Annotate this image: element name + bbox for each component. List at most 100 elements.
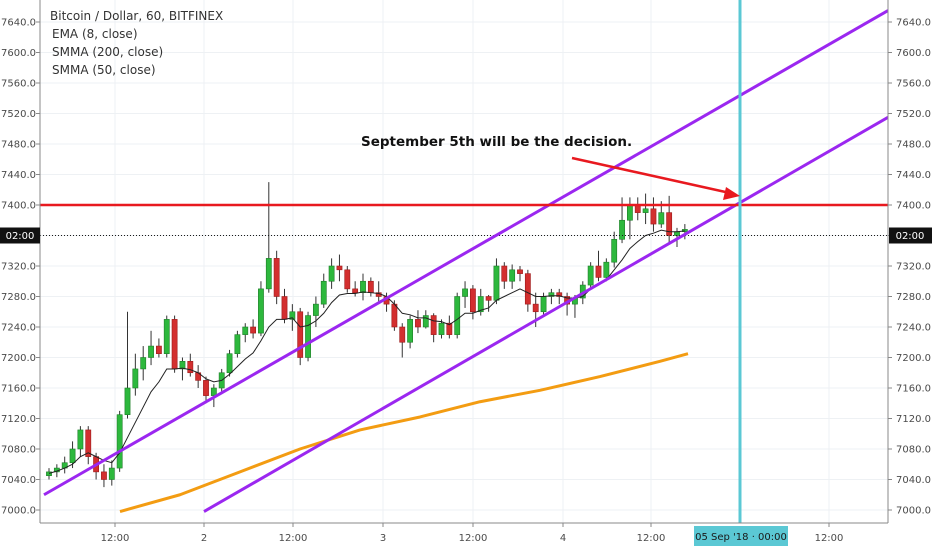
candle-down <box>336 265 343 271</box>
ema8-line <box>48 229 685 474</box>
y-tick-label-left: 7000.0 <box>1 506 36 517</box>
candle-up <box>438 322 445 335</box>
y-tick-label-left: 7280.0 <box>1 292 36 303</box>
indicator-smma-200[interactable]: SMMA (200, close) <box>52 45 163 59</box>
candle-up <box>454 296 461 335</box>
channel-lower-line <box>203 116 889 513</box>
y-tick-label-right: 7000.0 <box>896 506 931 517</box>
axis-tags: 02:00 02:00 05 Sep '18 · 00:00 <box>0 227 932 546</box>
smma200-line <box>119 352 689 513</box>
y-tick-label-right: 7280.0 <box>896 292 931 303</box>
y-tick-label-right: 7120.0 <box>896 414 931 425</box>
candle-down <box>650 208 657 225</box>
candle-up <box>320 280 327 305</box>
candle-up <box>140 357 147 370</box>
candle-up <box>124 387 131 415</box>
arrowhead-icon <box>723 187 740 200</box>
candle-down <box>203 380 209 396</box>
candle-up <box>234 334 241 354</box>
indicator-smma-50[interactable]: SMMA (50, close) <box>52 63 156 77</box>
candle-down <box>501 265 508 282</box>
candle-down <box>517 269 523 274</box>
candle-up <box>611 239 618 263</box>
candle-down <box>273 258 280 297</box>
annotation-arrow <box>571 156 731 195</box>
candle-up <box>312 303 319 316</box>
candle-up <box>210 387 217 396</box>
candle-up <box>626 204 633 221</box>
x-tick-label: 12:00 <box>459 533 488 544</box>
candle-up <box>265 258 272 290</box>
y-tick-label-left: 7600.0 <box>1 48 36 59</box>
y-tick-label-left: 7560.0 <box>1 79 36 90</box>
candle-up <box>77 429 84 450</box>
y-tick-label-right: 7160.0 <box>896 384 931 395</box>
candle-up <box>477 296 484 313</box>
y-tick-label-left: 7440.0 <box>1 170 36 181</box>
candle-up <box>132 368 139 389</box>
candle-up <box>407 319 413 343</box>
candle-up <box>108 467 115 480</box>
y-tick-label-right: 7520.0 <box>896 109 931 120</box>
candle-up <box>603 261 610 278</box>
candle-down <box>367 280 374 293</box>
candle-down <box>156 345 162 354</box>
candle-up <box>46 471 52 476</box>
indicator-ema[interactable]: EMA (8, close) <box>52 27 138 41</box>
candle-down <box>297 311 304 358</box>
candle-up <box>258 288 264 334</box>
candle-down <box>446 322 453 335</box>
candle-up <box>116 414 123 469</box>
candle-up <box>462 288 468 297</box>
candle-down <box>469 288 476 313</box>
x-tick-label: 12:00 <box>815 533 844 544</box>
y-tick-label-right: 7240.0 <box>896 323 931 334</box>
x-tick-label: 2 <box>201 533 207 544</box>
candle-down <box>524 273 531 305</box>
candle-up <box>226 353 233 374</box>
candle-down <box>250 326 256 334</box>
candle-down <box>430 315 437 335</box>
candle-up <box>422 315 429 328</box>
annotation-text: September 5th will be the decision. <box>361 134 632 150</box>
x-tick-label: 4 <box>560 533 566 544</box>
candle-up <box>509 269 516 282</box>
candle-up <box>289 311 296 320</box>
y-tick-label-left: 7240.0 <box>1 323 36 334</box>
y-tick-label-right: 7480.0 <box>896 140 931 151</box>
chart-header: Bitcoin / Dollar, 60, BITFINEX EMA (8, c… <box>50 9 223 77</box>
price-tag-right <box>889 227 932 244</box>
candle-up <box>540 296 547 313</box>
candle-up <box>360 280 366 293</box>
y-tick-label-right: 7600.0 <box>896 48 931 59</box>
candle-down <box>187 361 194 374</box>
y-tick-label-left: 7400.0 <box>1 201 36 212</box>
candle-up <box>69 448 76 464</box>
candle-down <box>415 319 421 328</box>
candle-up <box>179 361 186 370</box>
x-tick-label: 12:00 <box>279 533 308 544</box>
y-tick-label-left: 7320.0 <box>1 262 36 273</box>
candle-up <box>242 326 249 335</box>
y-tick-label-left: 7080.0 <box>1 445 36 456</box>
overlays <box>40 0 889 523</box>
candle-up <box>305 315 311 358</box>
candle-down <box>352 288 359 293</box>
y-tick-label-left: 7160.0 <box>1 384 36 395</box>
y-tick-label-left: 7520.0 <box>1 109 36 120</box>
candle-up <box>148 345 154 358</box>
candle-down <box>595 265 602 278</box>
x-tick-label: 12:00 <box>637 533 666 544</box>
price-tag-left <box>0 227 40 244</box>
chart-title: Bitcoin / Dollar, 60, BITFINEX <box>50 9 223 23</box>
y-tick-label-right: 7040.0 <box>896 475 931 486</box>
candle-up <box>328 265 335 282</box>
candle-down <box>344 269 351 290</box>
candle-up <box>642 208 649 213</box>
y-tick-label-left: 7200.0 <box>1 353 36 364</box>
y-tick-label-right: 7440.0 <box>896 170 931 181</box>
grid <box>40 0 888 523</box>
candle-up <box>163 319 170 354</box>
candle-down <box>485 296 492 301</box>
